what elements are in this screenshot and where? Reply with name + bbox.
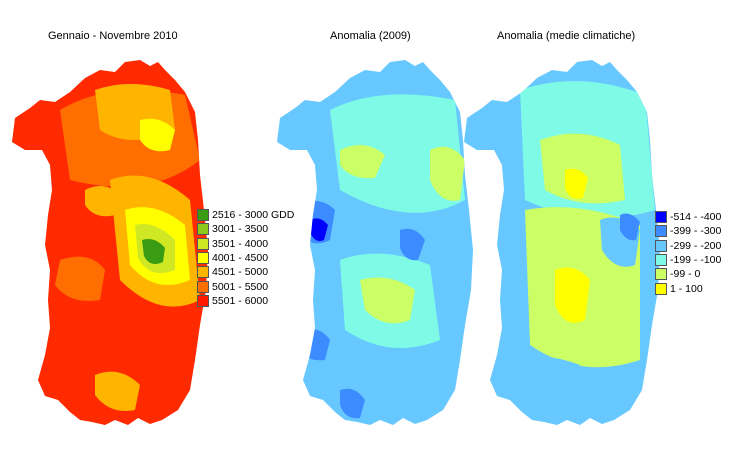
legend-item: -99 - 0	[655, 267, 721, 281]
legend-swatch	[197, 223, 209, 236]
legend-label: -99 - 0	[670, 268, 701, 281]
legend-swatch	[197, 252, 209, 265]
legend-swatch	[197, 209, 209, 222]
legend-swatch	[655, 225, 667, 238]
map-title-anomaly-2009: Anomalia (2009)	[330, 30, 411, 42]
anomaly-climatic-map	[464, 60, 660, 425]
legend-item: 5501 - 6000	[197, 294, 294, 308]
map-title-anomaly-climatic: Anomalia (medie climatiche)	[497, 30, 636, 42]
legend-swatch	[197, 280, 209, 293]
legend-label: 1 - 100	[670, 282, 703, 295]
legend-item: -299 - -200	[655, 239, 721, 253]
anomaly-2009-map	[277, 60, 473, 425]
legend-label: -514 - -400	[670, 211, 722, 224]
legend-label: 5001 - 5500	[212, 280, 269, 293]
legend-swatch	[197, 237, 209, 250]
legend-item: 5001 - 5500	[197, 279, 294, 293]
legend-item: 1 - 100	[655, 281, 721, 295]
legend-label: 3501 - 4000	[212, 237, 269, 250]
legend-item: 4501 - 5000	[197, 265, 294, 279]
legend-swatch	[655, 282, 667, 295]
legend-label: 4501 - 5000	[212, 266, 269, 279]
legend-label: 3001 - 3500	[212, 223, 269, 236]
legend-item: 4001 - 4500	[197, 251, 294, 265]
legend-swatch	[655, 211, 667, 224]
legend-label: -299 - -200	[670, 239, 722, 252]
legend-item: -399 - -300	[655, 224, 721, 238]
legend-item: 3501 - 4000	[197, 237, 294, 251]
legend-item: -199 - -100	[655, 253, 721, 267]
legend-label: 4001 - 4500	[212, 252, 269, 265]
legend-swatch	[197, 266, 209, 279]
legend-swatch	[655, 268, 667, 281]
legend-label: 5501 - 6000	[212, 294, 269, 307]
legend-swatch	[655, 254, 667, 267]
legend-label: -399 - -300	[670, 225, 722, 238]
legend-label: 2516 - 3000 GDD	[212, 209, 295, 222]
legend-gdd: 2516 - 3000 GDD 3001 - 3500 3501 - 4000 400…	[197, 208, 294, 308]
legend-item: 2516 - 3000 GDD	[197, 208, 294, 222]
legend-swatch	[197, 294, 209, 307]
map-title-gdd: Gennaio - Novembre 2010	[48, 30, 178, 42]
gdd-map	[12, 60, 208, 425]
legend-item: 3001 - 3500	[197, 222, 294, 236]
legend-item: -514 - -400	[655, 210, 721, 224]
legend-swatch	[655, 239, 667, 252]
legend-anomaly: -514 - -400 -399 - -300 -299 - -200 -199 - …	[655, 210, 721, 296]
legend-label: -199 - -100	[670, 254, 722, 267]
